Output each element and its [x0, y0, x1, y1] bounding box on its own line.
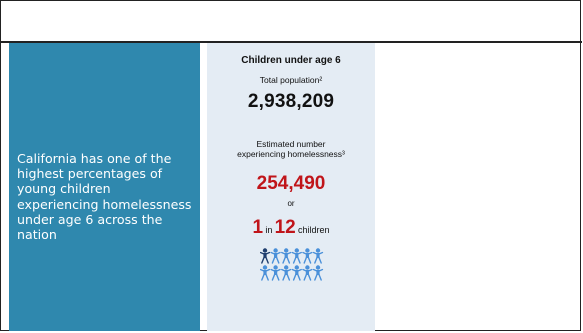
ratio-in: in	[265, 225, 273, 235]
child-figure-icon	[260, 265, 271, 281]
child-figure-icon	[312, 265, 324, 281]
slide-divider	[1, 41, 582, 43]
child-figure-icon	[291, 248, 302, 264]
child-figure-icon	[281, 265, 292, 281]
child-figure-icon	[302, 265, 313, 281]
child-figure-icon	[291, 265, 302, 281]
ratio-statement: 1 in 12 children	[207, 217, 375, 239]
ratio-unit: children	[297, 225, 330, 235]
card-title: Children under age 6	[241, 55, 341, 66]
estimated-label-line1: Estimated number	[256, 139, 326, 149]
children-pictogram-icon	[260, 248, 324, 281]
ratio-numerator: 1	[252, 217, 264, 238]
stats-card: Children under age 6 Total population² 2…	[207, 43, 375, 331]
child-figure-icon	[270, 248, 281, 264]
child-figure-icon	[260, 248, 271, 264]
estimated-homeless-label: Estimated number experiencing homelessne…	[207, 139, 375, 159]
left-panel-text: California has one of the highest percen…	[17, 151, 192, 243]
estimated-label-line2: experiencing homelessness³	[237, 149, 345, 159]
child-figure-icon	[270, 265, 281, 281]
left-accent-panel	[9, 43, 200, 331]
child-figure-icon	[281, 248, 292, 264]
ratio-denominator: 12	[274, 217, 296, 238]
child-figure-icon	[302, 248, 313, 264]
homeless-count-value: 254,490	[256, 173, 326, 194]
or-text: or	[287, 199, 295, 208]
total-population-label: Total population²	[259, 75, 323, 85]
total-population-value: 2,938,209	[247, 91, 335, 112]
child-figure-icon	[312, 248, 324, 264]
